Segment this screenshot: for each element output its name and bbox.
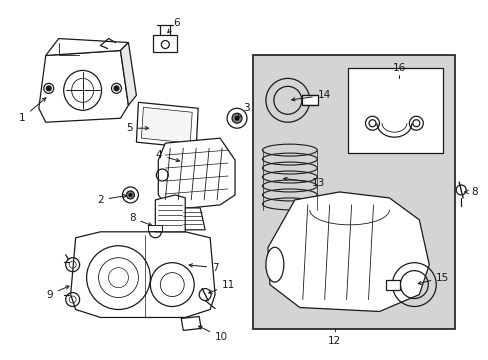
Polygon shape: [46, 39, 128, 55]
Bar: [153, 35, 177, 53]
Polygon shape: [71, 232, 215, 318]
Bar: [386, 280, 400, 289]
Polygon shape: [158, 138, 235, 210]
Text: 12: 12: [327, 336, 341, 346]
Text: 9: 9: [46, 286, 69, 300]
Bar: [148, 225, 162, 231]
Circle shape: [232, 113, 242, 123]
Polygon shape: [181, 316, 201, 330]
Polygon shape: [180, 208, 205, 230]
Bar: [347, 68, 442, 153]
Ellipse shape: [265, 247, 283, 282]
Circle shape: [235, 116, 239, 120]
Circle shape: [126, 191, 134, 199]
Circle shape: [129, 193, 132, 197]
Bar: [252, 55, 454, 329]
Bar: [301, 95, 317, 105]
Polygon shape: [39, 50, 128, 122]
Polygon shape: [120, 42, 136, 105]
Polygon shape: [136, 102, 198, 148]
Text: 3: 3: [237, 103, 249, 117]
Polygon shape: [141, 107, 192, 143]
Text: 15: 15: [417, 273, 448, 284]
Text: 11: 11: [208, 280, 235, 293]
Polygon shape: [155, 195, 185, 232]
Circle shape: [46, 86, 51, 91]
Text: 16: 16: [392, 63, 405, 73]
Text: 5: 5: [125, 123, 148, 133]
Text: 13: 13: [283, 177, 325, 188]
Text: 10: 10: [198, 326, 228, 342]
Text: 2: 2: [97, 194, 126, 205]
Text: 8: 8: [128, 213, 151, 226]
Circle shape: [114, 86, 119, 91]
Text: 1: 1: [19, 98, 46, 123]
Polygon shape: [267, 192, 428, 311]
Text: 7: 7: [189, 263, 218, 273]
Text: 8: 8: [464, 187, 477, 197]
Text: 6: 6: [167, 18, 180, 33]
Ellipse shape: [63, 71, 102, 110]
Text: 14: 14: [291, 90, 330, 101]
Text: 4: 4: [155, 150, 179, 162]
